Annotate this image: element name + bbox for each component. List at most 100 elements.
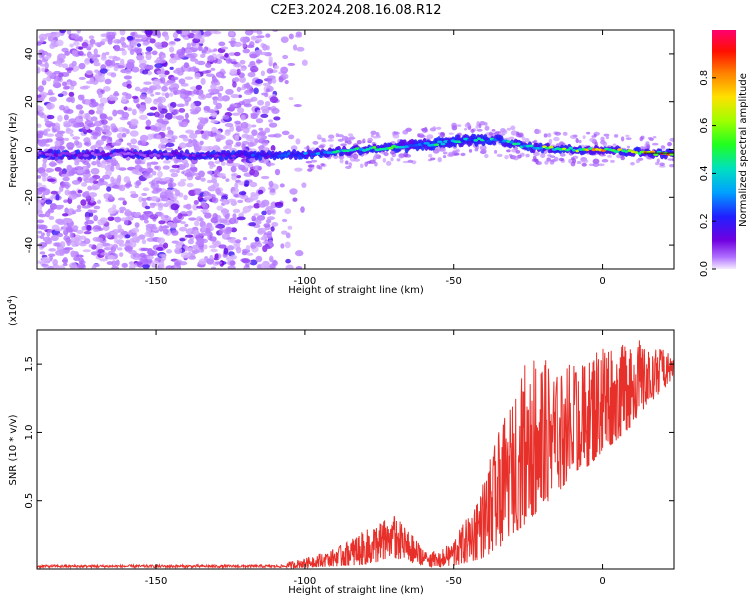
spectrogram-noise-blob	[625, 134, 630, 138]
spectrogram-noise-blob	[40, 51, 45, 58]
spectrogram-noise-blob	[215, 80, 221, 86]
spectrogram-noise-blob	[113, 231, 118, 239]
spectrogram-noise-blob	[578, 139, 582, 144]
spectrogram-noise-blob	[533, 158, 538, 162]
spectrogram-noise-blob	[53, 79, 59, 85]
spectrogram-noise-blob	[506, 149, 511, 153]
spectrogram-noise-blob	[145, 53, 152, 61]
spectrogram-noise-blob	[393, 131, 400, 135]
spectrogram-noise-blob	[144, 205, 151, 210]
spectrogram-noise-blob	[484, 153, 489, 159]
spectrogram-noise-blob	[229, 260, 236, 266]
spectrogram-noise-blob	[83, 230, 92, 235]
spectrogram-noise-blob	[224, 52, 229, 58]
spectrogram-noise-blob	[265, 33, 271, 38]
spectrogram-noise-blob	[211, 178, 218, 184]
spectrogram-noise-blob	[88, 109, 95, 115]
spectrogram-ridge-core	[277, 154, 282, 158]
spectrogram-noise-blob	[193, 33, 202, 40]
spectrogram-noise-blob	[274, 168, 281, 176]
spectrogram-noise-blob	[153, 59, 161, 64]
spectrogram-noise-blob	[37, 190, 43, 195]
spectrogram-noise-blob	[267, 186, 274, 190]
spectrogram-noise-blob	[226, 245, 235, 251]
spectrogram-noise-blob	[347, 133, 354, 137]
spectrogram-noise-blob	[106, 186, 112, 192]
spectrogram-ridge-core	[319, 152, 325, 155]
spectrogram-noise-blob	[210, 83, 217, 90]
spectrogram-noise-blob	[373, 135, 378, 139]
spectrogram-noise-blob	[54, 166, 62, 172]
spectrogram-noise-blob	[219, 218, 228, 223]
spectrogram-noise-blob	[253, 202, 261, 209]
spectrogram-noise-blob	[264, 92, 269, 98]
spectrogram-noise-blob	[494, 149, 498, 154]
spectrogram-noise-blob	[118, 184, 126, 192]
spectrogram-noise-blob	[166, 126, 171, 131]
spectrogram-noise-blob	[239, 76, 246, 83]
snr-y-multiplier-exponent: 4	[6, 298, 14, 303]
spectrogram-ridge-core	[529, 144, 534, 148]
spectrogram-noise-blob	[219, 228, 224, 235]
spectrogram-noise-blob	[107, 116, 113, 121]
spectrogram-noise-blob	[230, 199, 235, 204]
spectrogram-ridge-core	[539, 146, 544, 150]
spectrogram-noise-blob	[93, 263, 101, 268]
spectrogram-noise-blob	[88, 35, 95, 40]
spectrogram-noise-blob	[169, 177, 174, 183]
spectrogram-noise-blob	[223, 146, 228, 150]
spectrogram-noise-blob	[456, 124, 462, 127]
spectrogram-noise-blob	[232, 81, 237, 88]
spectrogram-ridge-core	[155, 154, 161, 157]
spectrogram-noise-blob	[160, 41, 169, 48]
spectrogram-noise-blob	[184, 223, 189, 228]
spectrogram-noise-blob	[215, 138, 221, 143]
spectrogram-noise-blob	[521, 136, 526, 141]
spectrogram-noise-blob	[625, 137, 632, 141]
spectrogram-noise-blob	[57, 115, 63, 122]
spectrogram-noise-blob	[86, 70, 93, 74]
spectrogram-noise-blob	[112, 204, 117, 210]
spectrogram-noise-blob	[194, 59, 199, 65]
spectrogram-noise-blob	[144, 97, 152, 104]
spectrogram-noise-blob	[201, 48, 208, 55]
spectrogram-noise-blob	[96, 105, 104, 112]
spectrogram-noise-blob	[161, 55, 167, 59]
spectrogram-noise-blob	[160, 213, 166, 221]
spectrogram-noise-blob	[158, 58, 167, 64]
spectrogram-ridge-core	[198, 153, 203, 157]
spectrogram-noise-blob	[146, 255, 154, 260]
spectrogram-ridge-core	[322, 151, 328, 154]
spectrogram-y-tick-label: -40	[24, 237, 35, 253]
spectrogram-noise-blob	[99, 258, 108, 262]
spectrogram-noise-blob	[184, 112, 189, 120]
spectrogram-noise-blob	[50, 234, 59, 242]
spectrogram-noise-blob	[96, 242, 104, 250]
spectrogram-noise-blob	[268, 56, 273, 63]
spectrogram-noise-blob	[335, 133, 340, 138]
spectrogram-noise-blob	[227, 265, 236, 269]
spectrogram-noise-blob	[260, 105, 269, 112]
spectrogram-noise-blob	[42, 157, 48, 164]
spectrogram-noise-blob	[103, 145, 112, 150]
spectrogram-noise-blob	[597, 163, 605, 167]
spectrogram-noise-blob	[110, 176, 115, 184]
spectrogram-noise-blob	[602, 141, 608, 147]
spectrogram-noise-blob	[225, 139, 234, 146]
spectrogram-noise-blob	[179, 238, 186, 242]
colorbar-tick-label: 0.4	[699, 165, 710, 181]
spectrogram-noise-blob	[200, 209, 210, 213]
spectrogram-noise-blob	[544, 160, 549, 165]
spectrogram-noise-blob	[209, 164, 214, 170]
spectrogram-noise-blob	[232, 208, 241, 214]
spectrogram-noise-blob	[156, 134, 162, 140]
spectrogram-noise-blob	[68, 193, 78, 200]
spectrogram-noise-blob	[612, 143, 617, 147]
spectrogram-noise-blob	[151, 50, 158, 56]
spectrogram-noise-blob	[237, 107, 245, 114]
spectrogram-noise-blob	[214, 160, 221, 165]
spectrogram-noise-blob	[164, 176, 172, 181]
spectrogram-noise-blob	[300, 206, 305, 213]
spectrogram-noise-blob	[71, 225, 79, 231]
spectrogram-noise-blob	[488, 131, 494, 137]
